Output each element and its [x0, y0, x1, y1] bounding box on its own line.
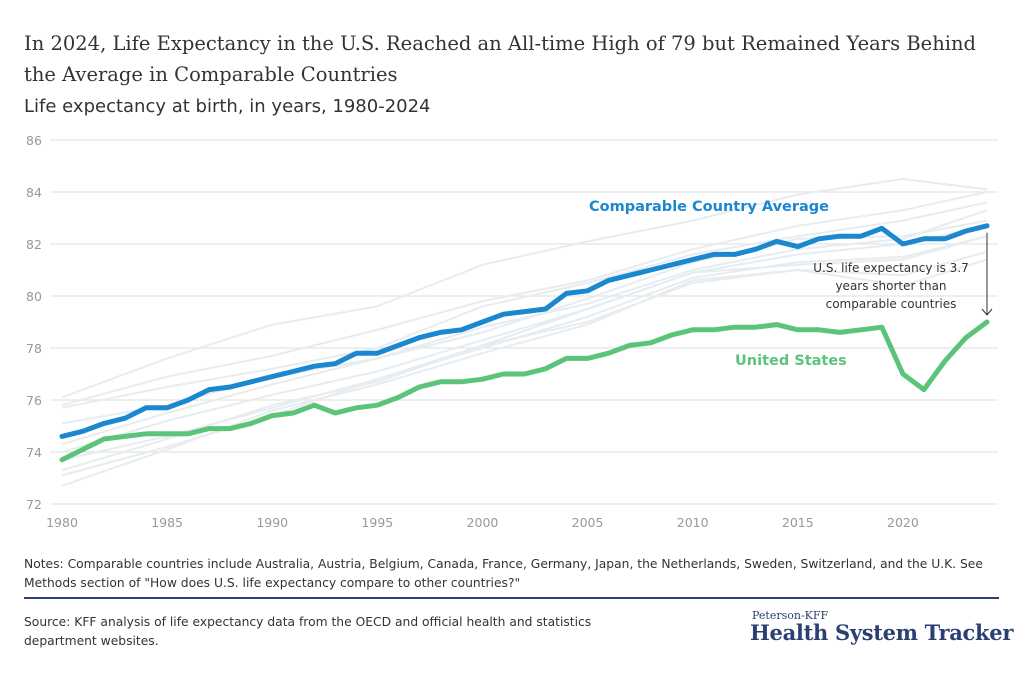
gap-annotation: U.S. life expectancy is 3.7 years shorte…: [813, 261, 968, 311]
y-tick-label: 78: [26, 341, 42, 356]
comparable-country-line: [61, 191, 988, 407]
series-label-us: United States: [735, 353, 847, 369]
comparable-average-line: [59, 223, 990, 439]
main-series: [59, 223, 990, 463]
chart-title: In 2024, Life Expectancy in the U.S. Rea…: [24, 32, 977, 86]
x-tick-label: 2010: [677, 515, 709, 530]
y-tick-label: 76: [26, 393, 42, 408]
comparable-country-line: [61, 177, 988, 399]
chart-notes: Notes: Comparable countries include Aust…: [24, 557, 983, 590]
comparable-country-line: [61, 250, 988, 477]
comparable-country-lines: [61, 177, 988, 487]
x-tick-label: 2000: [467, 515, 499, 530]
chart-source: Source: KFF analysis of life expectancy …: [24, 615, 592, 648]
x-tick-label: 1980: [46, 515, 78, 530]
series-label-comparable: Comparable Country Average: [589, 199, 829, 215]
united-states-line: [59, 319, 990, 463]
x-tick-label: 2005: [572, 515, 604, 530]
y-tick-label: 74: [26, 445, 42, 460]
y-tick-label: 86: [26, 133, 42, 148]
y-tick-label: 84: [26, 185, 42, 200]
line-chart: 72 74 76 78 80 82 84 86 1980 1985 1990 1995 2000 2005…: [26, 133, 998, 530]
annotation-line-2: years shorter than: [835, 279, 946, 293]
x-tick-label: 1985: [151, 515, 183, 530]
axis-ticks: 72 74 76 78 80 82 84 86 1980 1985 1990 1995 2000 2005…: [26, 133, 919, 530]
annotation-line-1: U.S. life expectancy is 3.7: [813, 261, 968, 275]
y-tick-label: 82: [26, 237, 42, 252]
logo-health-system-tracker: Health System Tracker: [750, 620, 1014, 645]
arrow-head: [981, 308, 993, 316]
comparable-country-line: [61, 224, 988, 453]
x-tick-label: 2020: [887, 515, 919, 530]
y-tick-label: 80: [26, 289, 42, 304]
x-tick-label: 1990: [256, 515, 288, 530]
y-tick-label: 72: [26, 497, 42, 512]
comparable-country-line: [61, 201, 988, 409]
chart-subtitle: Life expectancy at birth, in years, 1980…: [24, 96, 431, 117]
annotation-line-3: comparable countries: [826, 297, 957, 311]
comparable-country-line: [61, 235, 988, 472]
gap-arrow: [981, 232, 993, 316]
x-tick-label: 2015: [782, 515, 814, 530]
grid-lines: [50, 139, 998, 505]
logo-peterson-kff: Peterson-KFF: [752, 609, 829, 622]
x-tick-label: 1995: [361, 515, 393, 530]
divider: [24, 597, 999, 599]
